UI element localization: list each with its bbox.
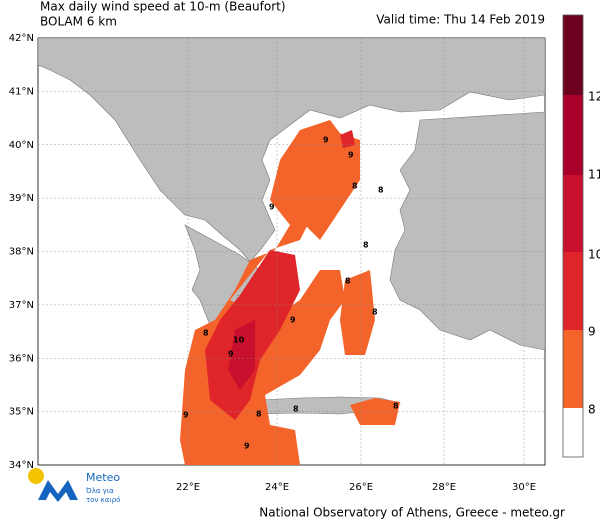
grid: 42°N 41°N 40°N 39°N 38°N 37°N 36°N 35°N 34°N 22°E… [9, 33, 545, 493]
lat-label: 35°N [9, 407, 34, 418]
lon-label: 30°E [512, 482, 536, 493]
contour-label: 8 [378, 186, 384, 195]
footer: National Observatory of Athens, Greece -… [259, 506, 565, 520]
contour-label: 8 [372, 308, 378, 317]
lat-label: 41°N [9, 86, 34, 97]
contour-label: 8 [363, 241, 369, 250]
lon-label: 26°E [349, 482, 373, 493]
contour-label: 9 [290, 316, 296, 325]
lat-label: 39°N [9, 193, 34, 204]
lat-label: 36°N [9, 353, 34, 364]
subtitle: BOLAM 6 km [40, 15, 117, 29]
title: Max daily wind speed at 10-m (Beaufort) [40, 0, 286, 14]
contour-label: 8 [345, 277, 351, 286]
colorbar-label: 11 [588, 168, 600, 182]
contour-label: 9 [348, 151, 354, 160]
contour-label: 8 [203, 329, 209, 338]
colorbar: 12 11 10 9 8 [562, 14, 600, 458]
colorbar-label: 9 [588, 325, 596, 339]
logo-tagline: Όλα για [85, 487, 114, 495]
contour-label: 10 [233, 336, 245, 345]
contour-label: 8 [352, 182, 358, 191]
logo: Meteo Όλα για τον καιρό [28, 468, 120, 504]
contour-label: 9 [183, 411, 189, 420]
contour-label: 9 [323, 136, 329, 145]
lat-label: 40°N [9, 140, 34, 151]
lon-label: 28°E [432, 482, 456, 493]
contour-label: 8 [256, 410, 262, 419]
contour-labels: 9 9 8 8 9 8 8 10 9 8 9 8 9 8 8 8 9 [183, 136, 399, 451]
valid-time: Valid time: Thu 14 Feb 2019 [376, 13, 545, 27]
logo-name: Meteo [86, 471, 120, 484]
logo-tagline: τον καιρό [86, 496, 120, 504]
colorbar-label: 12 [588, 90, 600, 104]
lat-label: 42°N [9, 33, 34, 44]
colorbar-label: 8 [588, 403, 596, 417]
contour-label: 9 [228, 350, 234, 359]
contour-label: 9 [244, 442, 250, 451]
lon-label: 22°E [176, 482, 200, 493]
lon-label: 24°E [265, 482, 289, 493]
lat-label: 34°N [9, 460, 34, 471]
contour-label: 8 [393, 402, 399, 411]
colorbar-label: 10 [588, 248, 600, 262]
contour-label: 8 [293, 405, 299, 414]
contour-label: 9 [269, 203, 275, 212]
map: 42°N 41°N 40°N 39°N 38°N 37°N 36°N 35°N 34°N 22°E… [9, 33, 546, 493]
lat-label: 38°N [9, 247, 34, 258]
lat-label: 37°N [9, 300, 34, 311]
